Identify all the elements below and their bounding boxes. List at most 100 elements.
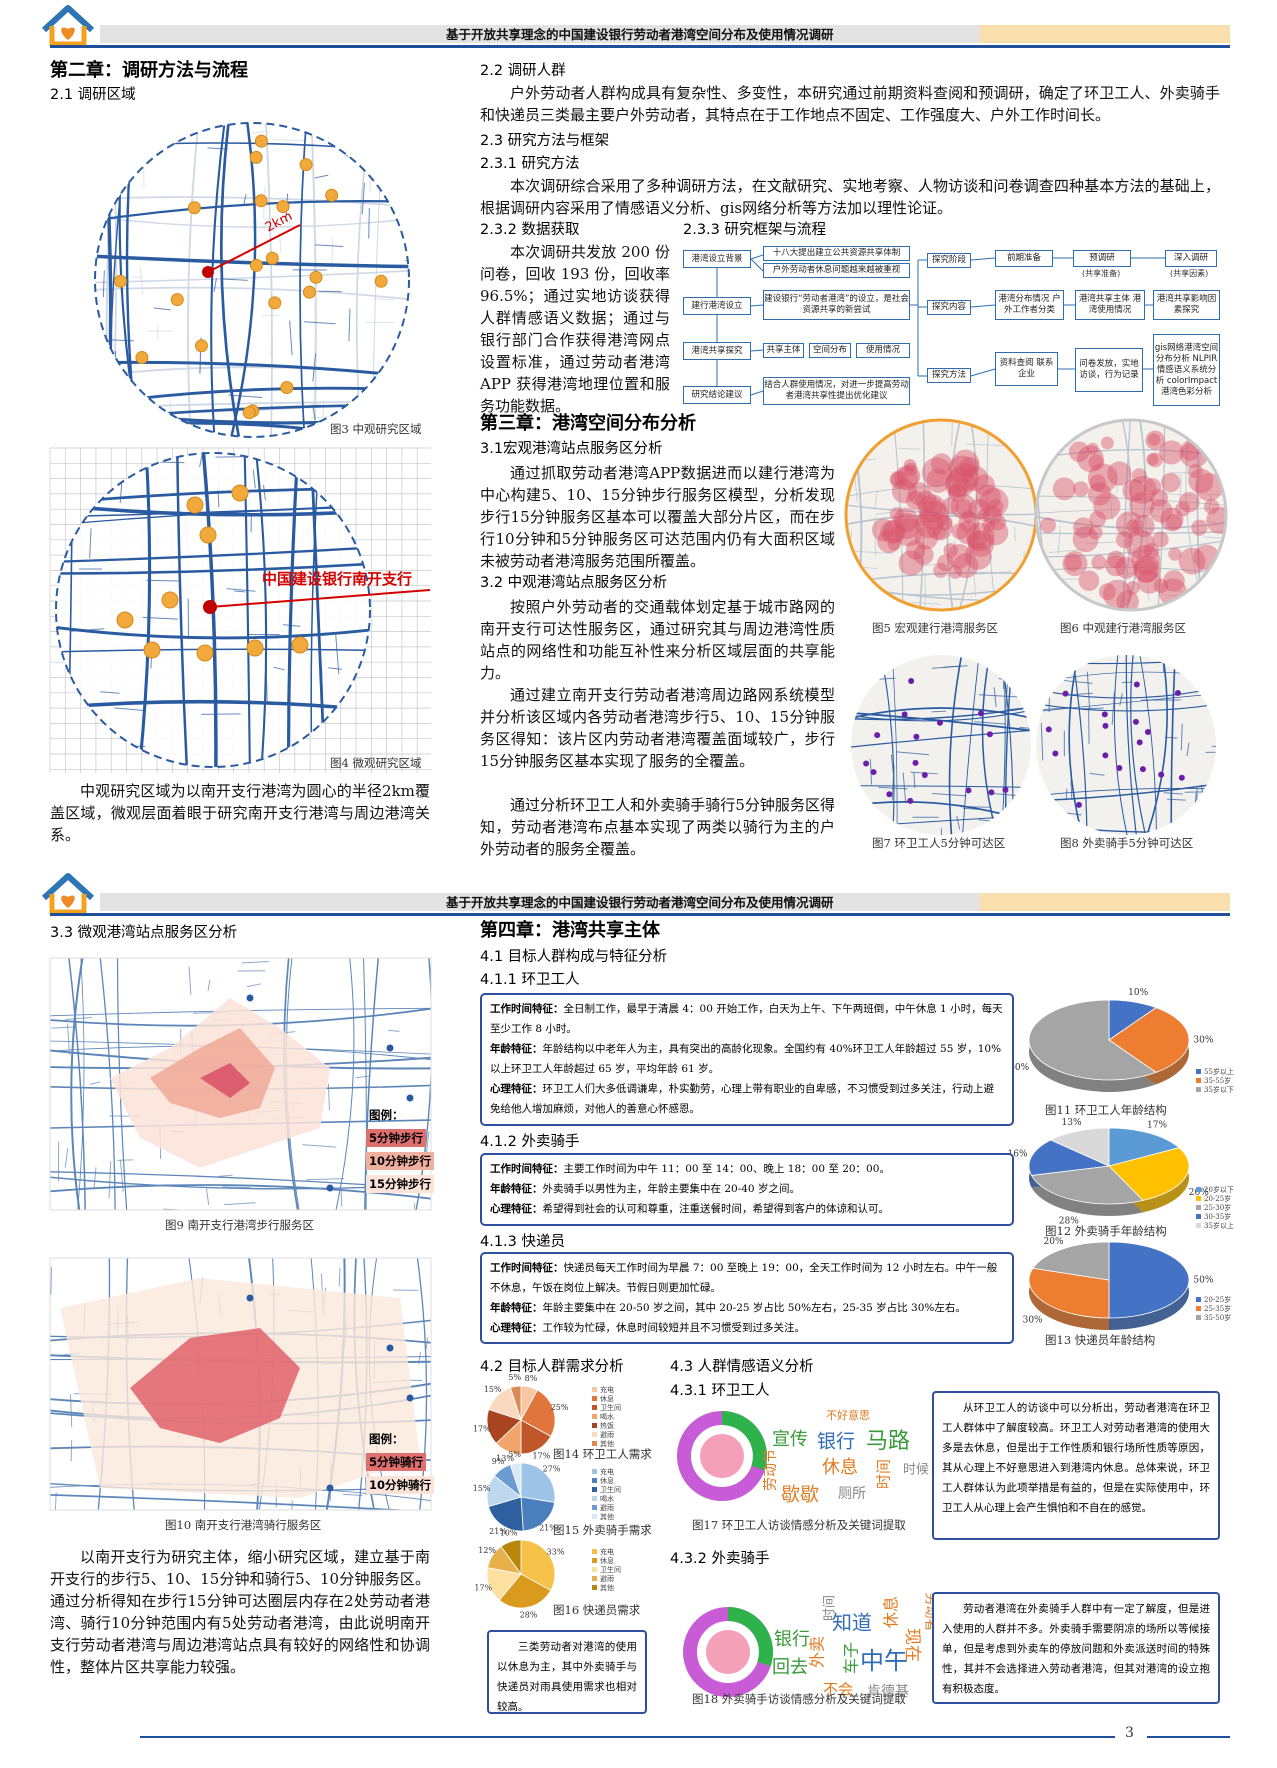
flow-box: 港湾设立背景 [683,250,751,268]
minor-road [1048,693,1051,713]
flow-connector [750,349,764,352]
minor-road [1198,454,1201,471]
road [846,484,1036,499]
map-point [1144,728,1151,735]
map-point [863,760,870,767]
legend-swatch [1196,1315,1201,1320]
feature-box: 工作时间特征：全日制工作，最早于清晨 4：00 开始工作，白天为上午、下午两班倒… [480,993,1014,1126]
heat-blob [973,474,995,496]
heat-blob [921,457,952,488]
feature-text: 快递员每天工作时间为早晨 7：00 至晚上 19：00，全天工作时间为 12 小… [490,1262,998,1294]
minor-road [372,402,409,405]
flow-box: 前期准备 [995,250,1053,267]
minor-road [1208,494,1213,511]
map-point [170,293,184,307]
heat-blob [1132,515,1155,538]
minor-road [397,343,409,347]
heat-blob [1091,554,1107,570]
heat-blob [1165,514,1183,531]
analysis-box: 劳动者港湾在外卖骑手人群中有一定了解度，但是进入使用的人群并不多。外卖骑手需要阴… [932,1592,1220,1704]
section-title: 4.3.2 外卖骑手 [670,1551,770,1567]
minor-road [288,195,291,228]
heat-blob [1203,498,1220,515]
minor-road [139,266,144,295]
heat-blob [1137,569,1162,594]
minor-road [361,182,365,215]
keyword: 休息 [882,1596,901,1628]
heat-blob [945,472,970,498]
map-point [978,710,985,717]
minor-road [321,666,323,694]
heat-blob [1206,506,1226,534]
center-point [202,266,214,278]
minor-road [70,628,105,632]
logo-heart [61,895,75,908]
heat-blob [937,554,955,572]
minor-road [1065,788,1068,801]
heat-blob [1062,551,1088,577]
map-point [921,771,928,778]
map-point [374,274,388,288]
minor-road [1024,435,1036,439]
minor-road [1005,706,1031,711]
map-point [874,732,881,739]
minor-road [1041,706,1072,711]
minor-road [272,138,306,142]
flow-box: 深入调研 [1165,250,1217,267]
heat-blob [964,542,992,570]
feature-line: 年龄特征：年龄结构以中老年人为主，具有突出的高龄化现象。全国约有 40%环卫工人… [490,1039,1004,1079]
heat-blob [1064,553,1082,572]
map-point [249,258,263,272]
map-point [135,351,149,365]
map-point [1132,718,1139,725]
map-point [1174,690,1181,697]
map-point [265,251,279,265]
minor-road [132,276,143,278]
flow-box: 资料查阅 联系企业 [995,352,1058,386]
paragraph: 通过抓取劳动者港湾APP数据进而以建行港湾为中心构建5、10、15分钟步行服务区… [480,464,835,570]
pie-slice [1028,1139,1111,1176]
minor-road [252,469,256,489]
minor-road [64,1016,92,1021]
heat-blob [1149,499,1173,523]
flow-box: 户外劳动者休息问题越来越被重视 [763,263,910,278]
pie-value-label: 8% [525,1374,538,1383]
legend-label: 避雨 [600,1503,614,1512]
heat-blob [889,470,909,489]
paragraph: 户外劳动者人群构成具有复杂性、多变性，本研究通过前期资料查阅和预调研，确定了环卫… [480,84,1220,124]
minor-road [70,1439,73,1462]
feature-label: 工作时间特征： [490,1163,564,1175]
feature-label: 工作时间特征： [490,1003,564,1015]
minor-road [388,1029,400,1032]
emotion-core [700,1434,744,1478]
minor-road [93,1167,97,1189]
feature-text: 主要工作时间为中午 11：00 至 14：00、晚上 18：00 至 20：00… [563,1163,890,1175]
bank-point [203,600,217,614]
minor-road [270,336,273,355]
heat-blob [887,537,901,551]
heat-blob [915,510,944,539]
analysis-box: 从环卫工人的访谈中可以分析出，劳动者港湾在环卫工人群体中了解度较高。环卫工人对劳… [932,1391,1220,1540]
flow-connector [750,390,764,396]
legend-label: 55岁以上 [1204,1067,1234,1076]
bank-label: 中国建设银行南开支行 [262,570,412,588]
heat-blob [871,518,895,542]
heat-blob [1145,430,1165,450]
minor-road [973,530,976,569]
legend-swatch [592,1441,597,1446]
road [219,123,243,437]
minor-road [874,489,878,510]
minor-road [1180,723,1183,751]
heat-blob [1158,578,1187,607]
legend-swatch [592,1514,597,1519]
minor-road [356,1075,369,1079]
map-point [199,526,217,544]
heat-blob [930,453,953,475]
pie-value-label: 17% [1147,1121,1167,1131]
minor-road [914,509,940,512]
heat-blob [1087,482,1112,506]
pie-value-label: 9% [492,1457,505,1466]
legend-label: 避雨 [600,1430,614,1439]
heat-blob [1072,517,1094,538]
